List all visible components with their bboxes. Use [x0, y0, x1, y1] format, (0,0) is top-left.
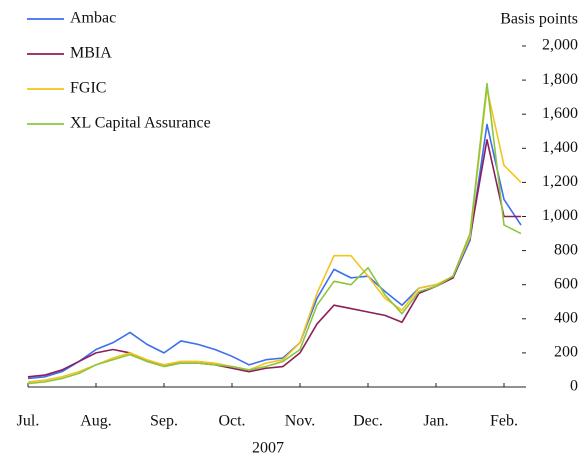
legend-label: MBIA [70, 45, 112, 62]
x-tick-label: Jul. [17, 413, 40, 430]
y-tick-label: 600 [554, 275, 578, 292]
legend-label: XL Capital Assurance [70, 115, 211, 132]
x-tick-label: Sep. [150, 413, 178, 430]
y-tick-label: 200 [554, 344, 578, 361]
series-line [27, 82, 522, 385]
y-tick-label: 2,000 [542, 37, 578, 54]
x-tick-label: Jan. [423, 413, 448, 430]
series-line [27, 138, 521, 378]
x-tick-label: Nov. [285, 413, 316, 430]
series-line [27, 123, 522, 380]
legend-label: FGIC [70, 80, 106, 97]
series-line [27, 87, 522, 383]
x-tick-label: Oct. [218, 413, 245, 430]
y-tick-label: 800 [554, 241, 578, 258]
x-tick-label: Feb. [490, 413, 518, 430]
y-tick-label: 0 [570, 378, 578, 395]
y-tick-label: 400 [554, 309, 578, 326]
y-tick-label: 1,800 [542, 71, 578, 88]
y-tick-label: 1,400 [542, 139, 578, 156]
y-tick-label: 1,600 [542, 105, 578, 122]
x-annotation: 2007 [252, 440, 284, 457]
legend-label: Ambac [70, 10, 116, 27]
y-tick-label: 1,200 [542, 173, 578, 190]
y-axis-label: Basis points [500, 11, 578, 28]
x-tick-label: Dec. [353, 413, 383, 430]
y-tick-label: 1,000 [542, 207, 578, 224]
x-tick-label: Aug. [80, 413, 112, 430]
